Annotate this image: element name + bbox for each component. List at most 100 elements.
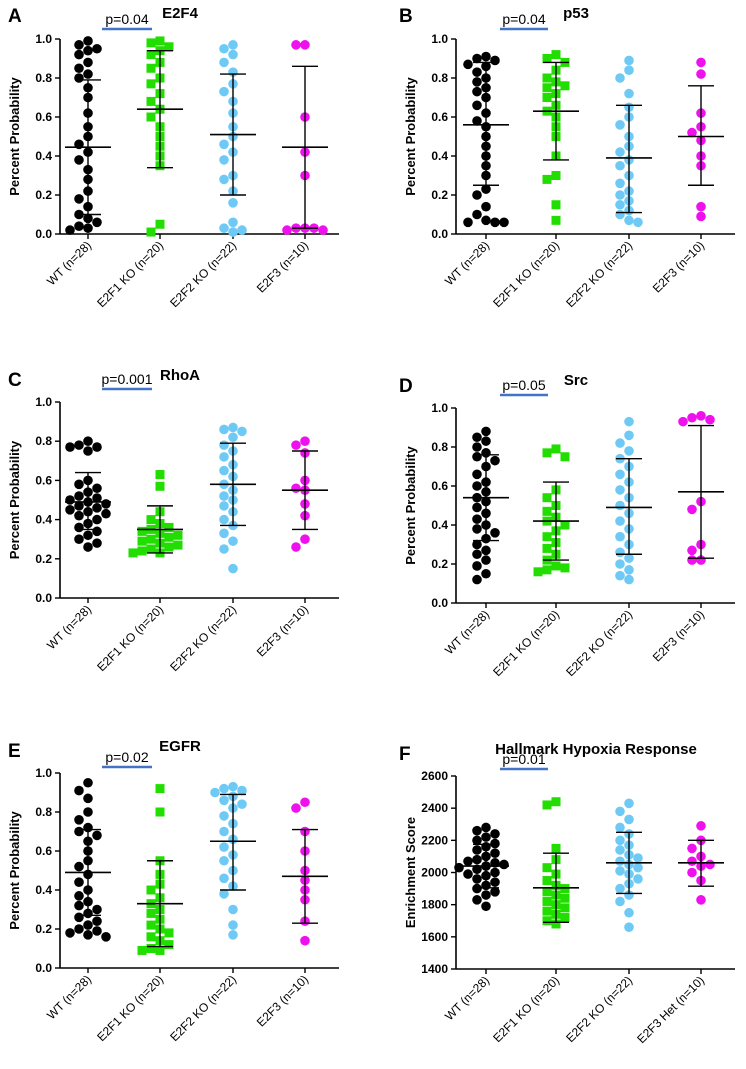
data-point <box>83 223 93 233</box>
data-point <box>291 40 301 50</box>
data-point <box>696 895 706 905</box>
series-e2f3 <box>282 436 328 552</box>
data-point <box>155 36 165 46</box>
data-point <box>463 856 473 867</box>
y-tick-label: 1.0 <box>35 32 52 46</box>
data-point <box>74 815 84 825</box>
x-tick-label: WT (n=28) <box>44 602 94 652</box>
data-point <box>472 481 482 491</box>
data-point <box>472 895 482 905</box>
data-point <box>615 147 625 157</box>
data-point <box>74 40 84 50</box>
data-point <box>472 432 482 443</box>
data-point <box>633 862 643 873</box>
data-point <box>155 945 165 955</box>
y-tick-label: 0.0 <box>35 227 52 241</box>
data-point <box>291 542 301 552</box>
data-point <box>155 481 165 491</box>
data-point <box>74 194 84 204</box>
data-point <box>173 540 183 550</box>
y-tick-label: 1800 <box>421 898 448 912</box>
data-point <box>687 856 697 867</box>
data-point <box>228 904 238 915</box>
data-point <box>615 500 625 511</box>
series-wt <box>65 36 111 235</box>
data-point <box>481 51 491 62</box>
data-point <box>300 40 310 50</box>
data-point <box>499 217 509 228</box>
data-point <box>237 426 247 437</box>
data-point <box>542 543 552 553</box>
data-point <box>560 563 570 573</box>
data-point <box>228 40 238 50</box>
x-tick-label: E2F2 KO (n=22) <box>167 972 239 1044</box>
data-point <box>83 446 93 456</box>
data-point <box>542 532 552 542</box>
series-e2f1-ko <box>137 784 183 955</box>
y-tick-label: 1.0 <box>35 395 52 409</box>
data-point <box>219 528 229 539</box>
data-point <box>219 139 229 150</box>
data-point <box>615 559 625 569</box>
data-point <box>92 442 102 452</box>
data-point <box>481 545 491 556</box>
data-point <box>481 426 491 437</box>
data-point <box>542 916 552 926</box>
data-point <box>624 553 634 563</box>
data-point <box>291 483 301 494</box>
data-point <box>624 55 634 66</box>
data-point <box>542 83 552 93</box>
data-point <box>624 215 634 226</box>
data-point <box>137 945 147 955</box>
y-tick-label: 2000 <box>421 866 448 880</box>
data-point <box>551 561 561 571</box>
data-point <box>101 932 111 942</box>
data-point <box>137 536 147 546</box>
data-point <box>542 93 552 102</box>
panel-title: RhoA <box>160 367 200 384</box>
data-point <box>615 806 625 817</box>
series-e2f2-ko <box>210 40 256 237</box>
data-point <box>164 940 174 950</box>
data-point <box>74 826 84 837</box>
data-point <box>678 416 688 427</box>
data-point <box>490 848 500 858</box>
data-point <box>560 903 570 913</box>
data-point <box>228 422 238 433</box>
panel-letter: B <box>399 6 413 27</box>
data-point <box>490 829 500 839</box>
data-point <box>210 787 220 798</box>
data-point <box>463 59 473 70</box>
data-point <box>615 209 625 220</box>
data-point <box>219 811 229 821</box>
y-tick-label: 0.2 <box>431 188 448 202</box>
x-tick-label: E2F1 KO (n=20) <box>490 238 562 310</box>
data-point <box>633 853 643 863</box>
data-point <box>472 524 482 534</box>
data-point <box>472 854 482 865</box>
data-point <box>472 451 482 462</box>
data-point <box>219 491 229 501</box>
data-point <box>472 209 482 220</box>
data-point <box>499 859 509 870</box>
y-tick-label: 0.4 <box>35 149 52 163</box>
data-point <box>92 830 102 841</box>
data-point <box>74 785 84 796</box>
data-point <box>472 53 482 64</box>
y-tick-label: 0.6 <box>431 479 448 493</box>
data-point <box>219 57 229 68</box>
series-e2f3 <box>678 57 724 222</box>
data-point <box>472 539 482 550</box>
data-point <box>164 542 174 552</box>
panel-title: Hallmark Hypoxia Response <box>495 741 697 758</box>
data-point <box>92 926 102 936</box>
data-point <box>219 465 229 476</box>
data-point <box>615 822 625 833</box>
data-point <box>83 45 93 56</box>
data-point <box>74 440 84 450</box>
data-point <box>624 88 634 99</box>
data-point <box>542 448 552 458</box>
series-e2f3 <box>678 821 724 905</box>
data-point <box>633 217 643 228</box>
